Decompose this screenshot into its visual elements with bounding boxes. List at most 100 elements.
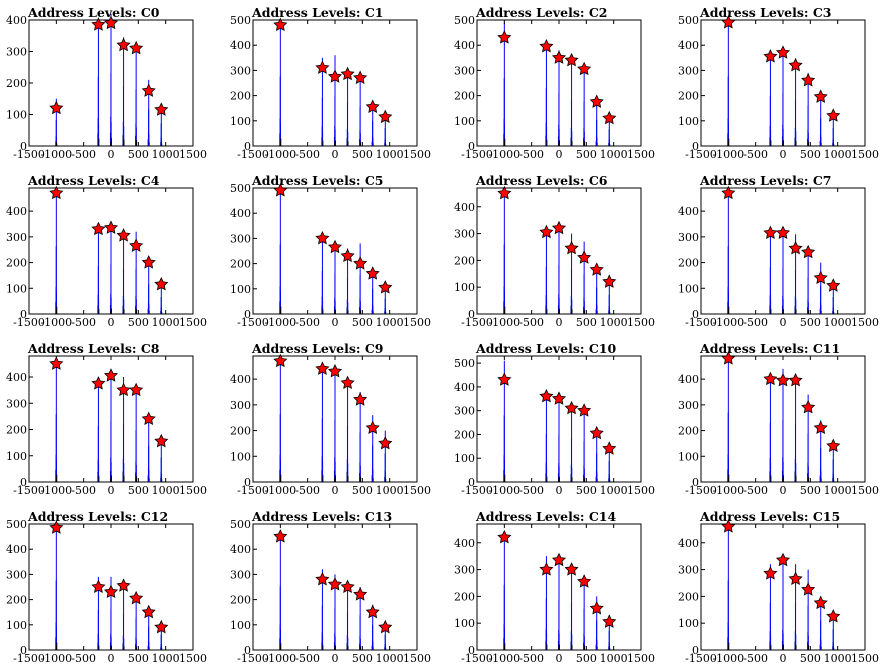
x-tick-label: 500 [128,652,149,665]
y-tick-label: 100 [230,115,251,128]
x-tick-label: 500 [352,652,373,665]
x-tick-label: -1000 [40,484,72,497]
peak-marker [497,529,512,544]
peak-marker [602,441,617,455]
peak-marker [826,609,841,623]
x-tick-label: 0 [780,316,787,329]
y-tick-label: 100 [6,619,27,632]
y-tick-label: 200 [678,590,699,603]
histogram-peak [321,569,324,650]
x-tick-label: 500 [128,148,149,161]
x-tick-label: 500 [800,652,821,665]
histogram-peak [557,225,560,314]
chart-title: Address Levels: C4 [28,173,160,188]
chart-title: Address Levels: C11 [700,341,841,356]
peak-marker [91,17,106,31]
peak-marker [49,520,64,534]
y-tick-label: 0 [468,140,475,153]
y-tick-label: 300 [678,64,699,77]
x-tick-label: -1000 [40,316,72,329]
chart-plot: -1500-1000 -500 0 500 1000 1500 0 100 200 300 400 [6,185,207,329]
peak-marker [340,248,355,263]
histogram-peak [781,558,784,650]
y-tick-label: 300 [678,399,699,412]
y-tick-label: 400 [678,373,699,386]
histogram-peak [570,62,573,146]
histogram-peak [807,569,810,650]
peak-marker [721,351,736,365]
peak-marker [116,578,131,592]
chart-plot: -1500-1000 -500 0 500 1000 1500 0 100 200 300 400 [678,351,879,497]
peak-marker [315,572,330,586]
y-tick-label: 300 [454,228,475,241]
y-tick-label: 0 [692,644,699,657]
y-tick-label: 200 [230,594,251,607]
y-tick-label: 400 [6,543,27,556]
histogram-peak [279,358,282,482]
peak-marker [327,69,343,83]
x-tick-label: 1500 [627,148,655,161]
x-tick-label: 0 [556,316,563,329]
peak-marker [129,40,144,55]
chart-title: Address Levels: C9 [252,341,384,356]
histogram-peak [727,190,730,314]
peak-marker [589,425,604,440]
y-tick-label: 0 [20,308,27,321]
x-tick-label: 1000 [600,148,628,161]
x-tick-label: 1500 [627,316,655,329]
y-tick-label: 100 [454,452,475,465]
chart-plot: -1500-1000 -500 0 500 1000 1500 0 100 200 300 400 [678,185,879,329]
histogram-peak [570,403,573,482]
peak-marker [564,52,579,67]
peak-marker [577,574,592,588]
histogram-peak [321,366,324,482]
peak-marker [721,185,736,200]
x-tick-label: -1000 [712,652,744,665]
x-tick-label: 0 [332,652,339,665]
x-tick-label: 1000 [600,652,628,665]
y-tick-label: 300 [6,231,27,244]
histogram-peak [97,20,100,146]
chart-plot: -1500-1000 -500 0 500 1000 1500 0 100 200 300 400 [6,13,207,161]
peak-marker [49,185,64,200]
x-tick-label: 0 [780,148,787,161]
peak-marker [273,17,288,32]
y-tick-label: 400 [230,543,251,556]
histogram-peak [557,558,560,650]
x-tick-label: -1500 [461,148,493,161]
x-tick-label: -1500 [13,484,45,497]
x-tick-label: -500 [743,652,768,665]
histogram-peak [55,358,58,482]
y-tick-label: 500 [454,357,475,370]
peak-marker [813,595,828,610]
histogram-peak [781,231,784,314]
y-tick-label: 200 [454,590,475,603]
histogram-peak [160,437,163,482]
histogram-peak [384,286,387,314]
peak-marker [91,579,106,594]
x-tick-label: 1000 [376,316,404,329]
chart-plot: -1500-1000 -500 0 500 1000 1500 0 100 200 300 400 [454,523,655,665]
histogram-peak [503,532,506,650]
peak-marker [103,220,119,234]
peak-marker [539,388,554,403]
x-tick-label: -1500 [461,652,493,665]
histogram-peak [794,62,797,146]
histogram-peak [557,396,560,482]
x-tick-label: -1500 [685,652,717,665]
y-tick-label: 400 [230,207,251,220]
x-tick-label: -1000 [264,652,296,665]
x-tick-label: 0 [108,652,115,665]
x-tick-label: -1500 [237,148,269,161]
histogram-peak [279,188,282,314]
chart-panel: Address Levels: C0 -1500 -1000 -500 0 500 1000… [0,0,224,168]
x-tick-label: -1500 [13,316,45,329]
x-tick-label: -500 [519,652,544,665]
x-tick-label: 0 [556,652,563,665]
histogram-peak [794,376,797,482]
peak-marker [788,241,803,255]
peak-marker [327,239,343,254]
chart-title: Address Levels: C2 [476,5,608,20]
peak-marker [577,61,592,76]
peak-marker [340,579,355,594]
